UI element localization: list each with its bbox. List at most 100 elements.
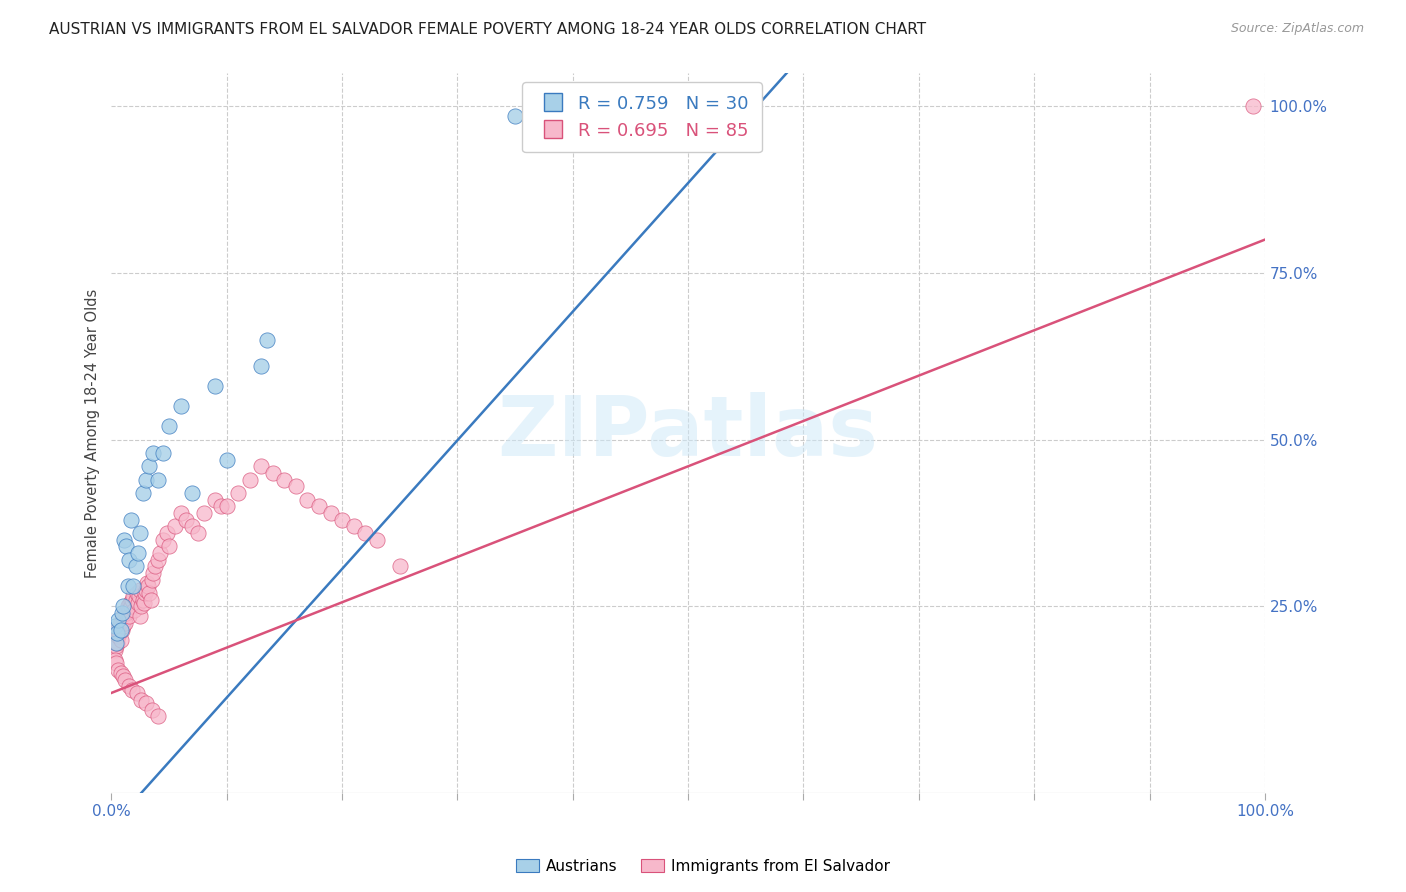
Point bbox=[110, 623, 132, 637]
Point bbox=[176, 513, 198, 527]
Point bbox=[124, 592, 146, 607]
Point bbox=[308, 500, 330, 514]
Point bbox=[108, 626, 131, 640]
Point bbox=[204, 492, 226, 507]
Point bbox=[169, 506, 191, 520]
Point bbox=[112, 533, 135, 547]
Point bbox=[136, 579, 159, 593]
Point bbox=[135, 473, 157, 487]
Point bbox=[105, 636, 128, 650]
Point bbox=[120, 513, 142, 527]
Point bbox=[262, 466, 284, 480]
Point bbox=[129, 582, 152, 597]
Legend: R = 0.759   N = 30, R = 0.695   N = 85: R = 0.759 N = 30, R = 0.695 N = 85 bbox=[523, 82, 762, 153]
Point bbox=[187, 525, 209, 540]
Point bbox=[138, 586, 160, 600]
Point bbox=[105, 636, 128, 650]
Point bbox=[204, 379, 226, 393]
Point bbox=[131, 592, 153, 607]
Point bbox=[120, 599, 142, 614]
Point bbox=[146, 473, 169, 487]
Point bbox=[105, 640, 128, 654]
Point bbox=[131, 599, 153, 614]
Point bbox=[152, 446, 174, 460]
Point bbox=[215, 452, 238, 467]
Point bbox=[142, 446, 165, 460]
Point bbox=[104, 652, 127, 666]
Point bbox=[124, 602, 146, 616]
Point bbox=[121, 682, 143, 697]
Point bbox=[105, 656, 128, 670]
Point bbox=[110, 665, 132, 680]
Point bbox=[142, 566, 165, 580]
Point bbox=[131, 692, 153, 706]
Point bbox=[124, 559, 146, 574]
Point bbox=[146, 552, 169, 566]
Point bbox=[285, 479, 308, 493]
Point bbox=[111, 619, 134, 633]
Point bbox=[107, 629, 129, 643]
Point bbox=[128, 589, 150, 603]
Point bbox=[135, 582, 157, 597]
Point bbox=[134, 586, 156, 600]
Point bbox=[118, 679, 141, 693]
Point bbox=[138, 459, 160, 474]
Point bbox=[112, 613, 135, 627]
Point bbox=[107, 613, 129, 627]
Point bbox=[181, 519, 204, 533]
Point bbox=[111, 599, 134, 614]
Point bbox=[117, 579, 139, 593]
Text: Source: ZipAtlas.com: Source: ZipAtlas.com bbox=[1230, 22, 1364, 36]
Text: AUSTRIAN VS IMMIGRANTS FROM EL SALVADOR FEMALE POVERTY AMONG 18-24 YEAR OLDS COR: AUSTRIAN VS IMMIGRANTS FROM EL SALVADOR … bbox=[49, 22, 927, 37]
Point bbox=[209, 500, 232, 514]
Point bbox=[107, 663, 129, 677]
Point bbox=[136, 576, 159, 591]
Point bbox=[114, 615, 136, 630]
Point bbox=[121, 592, 143, 607]
Point bbox=[388, 559, 411, 574]
Point bbox=[250, 359, 273, 374]
Point bbox=[273, 473, 295, 487]
Point bbox=[127, 546, 149, 560]
Point bbox=[117, 599, 139, 614]
Point bbox=[366, 533, 388, 547]
Point bbox=[131, 486, 153, 500]
Point bbox=[105, 623, 128, 637]
Point bbox=[250, 459, 273, 474]
Point bbox=[157, 419, 180, 434]
Point bbox=[354, 525, 377, 540]
Point bbox=[146, 709, 169, 723]
Point bbox=[163, 519, 186, 533]
Point bbox=[149, 546, 172, 560]
Point bbox=[129, 525, 152, 540]
Point bbox=[215, 500, 238, 514]
Text: ZIPatlas: ZIPatlas bbox=[498, 392, 879, 474]
Point bbox=[330, 513, 353, 527]
Point bbox=[104, 619, 127, 633]
Point bbox=[181, 486, 204, 500]
Point bbox=[114, 673, 136, 687]
Point bbox=[157, 539, 180, 553]
Point bbox=[111, 669, 134, 683]
Point bbox=[110, 632, 132, 647]
Point bbox=[239, 473, 262, 487]
Point bbox=[105, 626, 128, 640]
Point bbox=[110, 615, 132, 630]
Point bbox=[127, 596, 149, 610]
Point bbox=[122, 579, 145, 593]
Point bbox=[1241, 99, 1264, 113]
Point bbox=[125, 686, 148, 700]
Point bbox=[111, 606, 134, 620]
Point bbox=[129, 609, 152, 624]
Point bbox=[319, 506, 342, 520]
Point bbox=[104, 642, 127, 657]
Point bbox=[114, 606, 136, 620]
Point bbox=[118, 552, 141, 566]
Point bbox=[111, 623, 134, 637]
Point bbox=[103, 632, 125, 647]
Point bbox=[132, 596, 155, 610]
Point bbox=[108, 619, 131, 633]
Point bbox=[135, 696, 157, 710]
Y-axis label: Female Poverty Among 18-24 Year Olds: Female Poverty Among 18-24 Year Olds bbox=[86, 288, 100, 577]
Point bbox=[115, 539, 138, 553]
